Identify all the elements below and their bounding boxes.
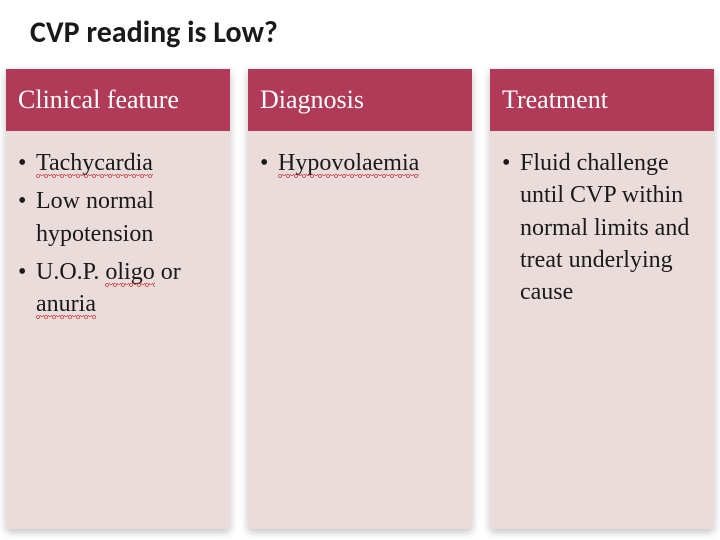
list-item: Hypovolaemia bbox=[256, 147, 462, 179]
list-item: Low normal hypotension bbox=[14, 185, 220, 250]
column-header: Treatment bbox=[490, 69, 714, 131]
list-item: U.O.P. oligo or anuria bbox=[14, 256, 220, 321]
columns-container: Clinical feature Tachycardia Low normal hy… bbox=[0, 69, 720, 529]
page-title: CVP reading is Low? bbox=[0, 0, 720, 69]
spellcheck-underline: Tachycardia bbox=[36, 150, 153, 176]
column-1: Diagnosis Hypovolaemia bbox=[248, 69, 472, 529]
column-header: Diagnosis bbox=[248, 69, 472, 131]
column-body: Tachycardia Low normal hypotensionU.O.P. … bbox=[6, 131, 230, 529]
spellcheck-underline: anuria bbox=[36, 291, 96, 317]
column-header: Clinical feature bbox=[6, 69, 230, 131]
column-0: Clinical feature Tachycardia Low normal hy… bbox=[6, 69, 230, 529]
spellcheck-underline: Hypovolaemia bbox=[278, 150, 419, 176]
list-item: Fluid challenge until CVP within normal … bbox=[498, 147, 704, 309]
column-body: Fluid challenge until CVP within normal … bbox=[490, 131, 714, 529]
column-2: Treatment Fluid challenge until CVP withi… bbox=[490, 69, 714, 529]
column-body: Hypovolaemia bbox=[248, 131, 472, 529]
spellcheck-underline: oligo bbox=[105, 259, 154, 285]
list-item: Tachycardia bbox=[14, 147, 220, 179]
